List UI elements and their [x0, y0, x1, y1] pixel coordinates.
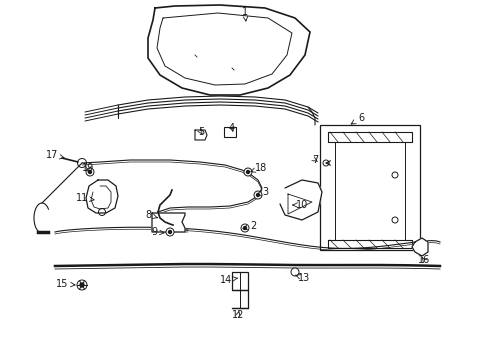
Polygon shape: [280, 180, 321, 220]
Text: 8: 8: [145, 210, 157, 220]
Polygon shape: [327, 132, 411, 142]
Circle shape: [165, 228, 174, 236]
Text: 6: 6: [350, 113, 364, 124]
Bar: [231, 272, 247, 290]
Circle shape: [88, 171, 91, 174]
Text: 18: 18: [250, 163, 267, 173]
Text: 12: 12: [231, 310, 244, 320]
Polygon shape: [86, 180, 118, 213]
Text: 19: 19: [82, 163, 94, 173]
Text: 11: 11: [76, 193, 94, 203]
Circle shape: [244, 168, 251, 176]
Circle shape: [168, 230, 171, 234]
Text: 7: 7: [311, 155, 318, 165]
Text: 17: 17: [45, 150, 64, 160]
Bar: [319, 125, 419, 250]
Text: 14: 14: [219, 275, 237, 285]
Text: 15: 15: [56, 279, 75, 289]
Text: 10: 10: [292, 200, 307, 210]
Circle shape: [246, 171, 249, 174]
Polygon shape: [411, 238, 427, 256]
Polygon shape: [195, 130, 206, 140]
Circle shape: [253, 191, 262, 199]
Text: 9: 9: [152, 227, 164, 237]
Circle shape: [77, 280, 87, 290]
Circle shape: [80, 283, 84, 287]
Circle shape: [86, 168, 94, 176]
Polygon shape: [148, 5, 309, 95]
Text: 4: 4: [228, 123, 235, 133]
Circle shape: [256, 194, 259, 197]
Polygon shape: [327, 240, 411, 248]
Text: 1: 1: [242, 7, 247, 21]
Text: 16: 16: [417, 255, 429, 265]
Circle shape: [241, 224, 248, 232]
Text: 13: 13: [295, 273, 309, 283]
Polygon shape: [152, 213, 184, 232]
Bar: [224, 127, 236, 137]
Circle shape: [290, 268, 298, 276]
Circle shape: [243, 226, 246, 230]
Text: 2: 2: [243, 221, 256, 231]
Text: 3: 3: [256, 187, 267, 197]
Text: 5: 5: [197, 127, 203, 137]
